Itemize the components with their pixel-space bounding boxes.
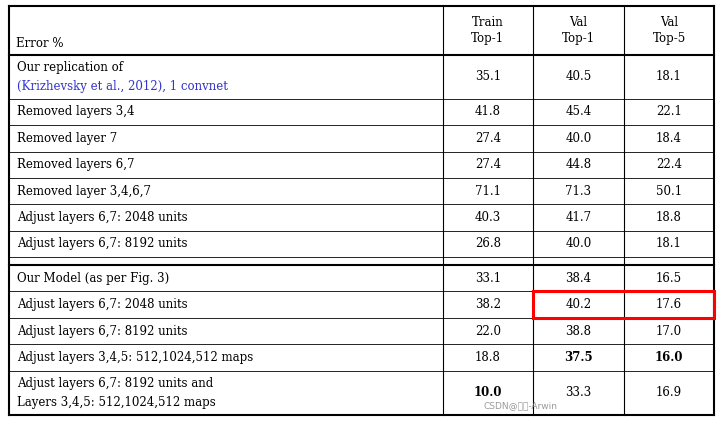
Text: 16.0: 16.0 <box>655 351 683 364</box>
Bar <box>533 291 714 318</box>
Text: 40.2: 40.2 <box>565 298 591 311</box>
Text: 22.0: 22.0 <box>475 325 501 338</box>
Text: Train
Top-1: Train Top-1 <box>471 16 505 45</box>
Text: 45.4: 45.4 <box>565 105 591 118</box>
Text: 17.0: 17.0 <box>656 325 682 338</box>
Text: 33.1: 33.1 <box>475 272 501 285</box>
Text: Adjust layers 6,7: 8192 units: Adjust layers 6,7: 8192 units <box>17 237 188 250</box>
Text: 18.1: 18.1 <box>656 237 682 250</box>
Text: Error %: Error % <box>16 37 64 50</box>
Text: 26.8: 26.8 <box>475 237 501 250</box>
Text: 35.1: 35.1 <box>475 70 501 83</box>
Text: 40.0: 40.0 <box>565 237 591 250</box>
Text: 38.4: 38.4 <box>565 272 591 285</box>
Text: Val
Top-1: Val Top-1 <box>562 16 595 45</box>
Text: 40.3: 40.3 <box>475 211 501 224</box>
Text: Adjust layers 6,7: 2048 units: Adjust layers 6,7: 2048 units <box>17 211 188 224</box>
Text: Layers 3,4,5: 512,1024,512 maps: Layers 3,4,5: 512,1024,512 maps <box>17 396 216 409</box>
Text: 44.8: 44.8 <box>565 158 591 171</box>
Text: Removed layers 6,7: Removed layers 6,7 <box>17 158 135 171</box>
Text: CSDN@图灵-Arwin: CSDN@图灵-Arwin <box>484 402 557 410</box>
Text: 16.9: 16.9 <box>656 386 682 399</box>
Text: 38.2: 38.2 <box>475 298 501 311</box>
Text: (Krizhevsky et al., 2012), 1 convnet: (Krizhevsky et al., 2012), 1 convnet <box>17 80 228 93</box>
Text: 41.8: 41.8 <box>475 105 501 118</box>
Text: 18.8: 18.8 <box>475 351 501 364</box>
Text: 71.1: 71.1 <box>475 185 501 197</box>
Text: 40.5: 40.5 <box>565 70 591 83</box>
Text: 18.1: 18.1 <box>656 70 682 83</box>
Text: 18.4: 18.4 <box>656 132 682 145</box>
Text: 10.0: 10.0 <box>474 386 502 399</box>
Text: Removed layer 3,4,6,7: Removed layer 3,4,6,7 <box>17 185 151 197</box>
Text: 27.4: 27.4 <box>475 132 501 145</box>
Text: Our replication of: Our replication of <box>17 61 124 74</box>
Text: 40.0: 40.0 <box>565 132 591 145</box>
Text: 16.5: 16.5 <box>656 272 682 285</box>
Text: 18.8: 18.8 <box>656 211 682 224</box>
Text: 17.6: 17.6 <box>656 298 682 311</box>
Text: 38.8: 38.8 <box>565 325 591 338</box>
Text: Adjust layers 6,7: 8192 units and: Adjust layers 6,7: 8192 units and <box>17 376 213 389</box>
Text: 33.3: 33.3 <box>565 386 591 399</box>
Text: Removed layer 7: Removed layer 7 <box>17 132 118 145</box>
Text: Adjust layers 6,7: 8192 units: Adjust layers 6,7: 8192 units <box>17 325 188 338</box>
Text: 71.3: 71.3 <box>565 185 591 197</box>
Text: 22.1: 22.1 <box>656 105 682 118</box>
Text: Removed layers 3,4: Removed layers 3,4 <box>17 105 135 118</box>
Text: Adjust layers 3,4,5: 512,1024,512 maps: Adjust layers 3,4,5: 512,1024,512 maps <box>17 351 254 364</box>
Text: 41.7: 41.7 <box>565 211 591 224</box>
Text: 22.4: 22.4 <box>656 158 682 171</box>
Text: 37.5: 37.5 <box>564 351 593 364</box>
Text: Adjust layers 6,7: 2048 units: Adjust layers 6,7: 2048 units <box>17 298 188 311</box>
Text: 27.4: 27.4 <box>475 158 501 171</box>
Text: 50.1: 50.1 <box>656 185 682 197</box>
Text: Our Model (as per Fig. 3): Our Model (as per Fig. 3) <box>17 272 170 285</box>
Text: Val
Top-5: Val Top-5 <box>652 16 685 45</box>
